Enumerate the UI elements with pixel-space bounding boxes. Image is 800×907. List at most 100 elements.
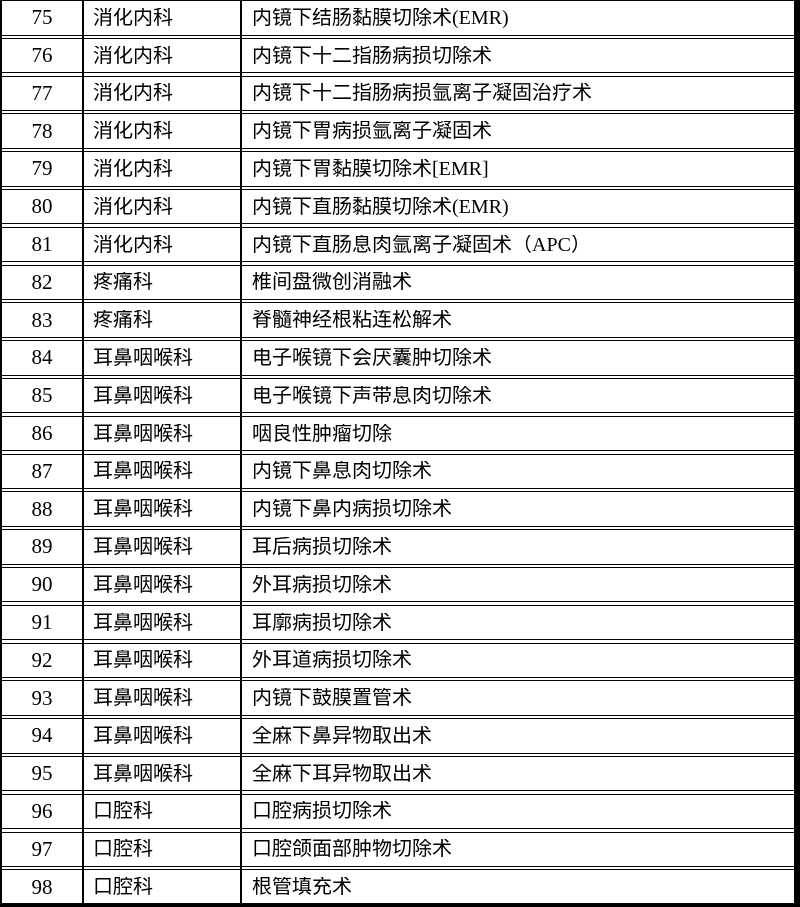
procedure-cell: 口腔颌面部肿物切除术 bbox=[252, 839, 452, 860]
procedure-cell: 内镜下胃黏膜切除术[EMR] bbox=[252, 158, 489, 179]
department-cell: 耳鼻咽喉科 bbox=[93, 574, 193, 595]
table-bottom-border bbox=[0, 902, 800, 907]
department-cell: 疼痛科 bbox=[93, 272, 153, 293]
procedure-cell: 咽良性肿瘤切除 bbox=[252, 423, 392, 444]
table-row: 90 耳鼻咽喉科 外耳病损切除术 bbox=[0, 566, 800, 603]
table-row: 87 耳鼻咽喉科 内镜下鼻息肉切除术 bbox=[0, 453, 800, 490]
table-row: 96 口腔科 口腔病损切除术 bbox=[0, 793, 800, 830]
row-number-cell: 80 bbox=[31, 196, 53, 218]
procedure-cell: 脊髓神经根粘连松解术 bbox=[252, 310, 452, 331]
department-cell: 耳鼻咽喉科 bbox=[93, 612, 193, 633]
department-cell: 消化内科 bbox=[93, 83, 173, 104]
department-cell: 消化内科 bbox=[93, 234, 173, 255]
department-cell: 消化内科 bbox=[93, 121, 173, 142]
procedure-cell: 内镜下十二指肠病损氩离子凝固治疗术 bbox=[252, 83, 592, 104]
department-cell: 耳鼻咽喉科 bbox=[93, 385, 193, 406]
table-row: 92 耳鼻咽喉科 外耳道病损切除术 bbox=[0, 642, 800, 679]
table-row: 97 口腔科 口腔颌面部肿物切除术 bbox=[0, 831, 800, 868]
column-divider-dept bbox=[240, 0, 243, 907]
department-cell: 消化内科 bbox=[93, 196, 173, 217]
row-number-cell: 95 bbox=[31, 763, 53, 785]
row-number-cell: 89 bbox=[31, 536, 53, 558]
row-number-cell: 81 bbox=[31, 234, 53, 256]
row-number-cell: 78 bbox=[31, 120, 53, 142]
procedure-cell: 内镜下直肠息肉氩离子凝固术（APC） bbox=[252, 234, 591, 255]
procedure-cell: 外耳病损切除术 bbox=[252, 574, 392, 595]
procedure-cell: 内镜下胃病损氩离子凝固术 bbox=[252, 121, 492, 142]
row-number-cell: 98 bbox=[31, 876, 53, 898]
column-divider-number bbox=[82, 0, 85, 907]
procedure-cell: 内镜下鼓膜置管术 bbox=[252, 688, 412, 709]
department-cell: 耳鼻咽喉科 bbox=[93, 763, 193, 784]
department-cell: 消化内科 bbox=[93, 7, 173, 28]
procedure-cell: 根管填充术 bbox=[252, 877, 352, 898]
procedure-cell: 内镜下直肠黏膜切除术(EMR) bbox=[252, 196, 509, 217]
department-cell: 耳鼻咽喉科 bbox=[93, 423, 193, 444]
department-cell: 耳鼻咽喉科 bbox=[93, 650, 193, 671]
department-cell: 口腔科 bbox=[93, 877, 153, 898]
table-row: 86 耳鼻咽喉科 咽良性肿瘤切除 bbox=[0, 415, 800, 452]
row-number-cell: 88 bbox=[31, 498, 53, 520]
table-row: 98 口腔科 根管填充术 bbox=[0, 869, 800, 905]
row-number-cell: 79 bbox=[31, 158, 53, 180]
department-cell: 耳鼻咽喉科 bbox=[93, 688, 193, 709]
table-row: 84 耳鼻咽喉科 电子喉镜下会厌囊肿切除术 bbox=[0, 340, 800, 376]
procedure-cell: 耳廓病损切除术 bbox=[252, 612, 392, 633]
table-row: 85 耳鼻咽喉科 电子喉镜下声带息肉切除术 bbox=[0, 377, 800, 414]
row-number-cell: 96 bbox=[31, 800, 53, 822]
row-number-cell: 76 bbox=[31, 45, 53, 67]
department-cell: 耳鼻咽喉科 bbox=[93, 536, 193, 557]
table-row: 79 消化内科 内镜下胃黏膜切除术[EMR] bbox=[0, 151, 800, 187]
procedure-cell: 内镜下结肠黏膜切除术(EMR) bbox=[252, 7, 509, 28]
row-number-cell: 83 bbox=[31, 309, 53, 331]
table-row: 94 耳鼻咽喉科 全麻下鼻异物取出术 bbox=[0, 718, 800, 754]
row-number-cell: 77 bbox=[31, 82, 53, 104]
procedure-cell: 口腔病损切除术 bbox=[252, 801, 392, 822]
row-number-cell: 93 bbox=[31, 687, 53, 709]
row-number-cell: 82 bbox=[31, 271, 53, 293]
table-row: 83 疼痛科 脊髓神经根粘连松解术 bbox=[0, 302, 800, 338]
table-left-border bbox=[0, 0, 2, 907]
table-row: 75 消化内科 内镜下结肠黏膜切除术(EMR) bbox=[0, 0, 800, 36]
procedure-cell: 内镜下十二指肠病损切除术 bbox=[252, 45, 492, 66]
table-row: 80 消化内科 内镜下直肠黏膜切除术(EMR) bbox=[0, 188, 800, 225]
department-cell: 消化内科 bbox=[93, 45, 173, 66]
department-cell: 消化内科 bbox=[93, 158, 173, 179]
table-row: 82 疼痛科 椎间盘微创消融术 bbox=[0, 264, 800, 301]
department-cell: 疼痛科 bbox=[93, 310, 153, 331]
row-number-cell: 86 bbox=[31, 423, 53, 445]
row-number-cell: 91 bbox=[31, 612, 53, 633]
table-row: 89 耳鼻咽喉科 耳后病损切除术 bbox=[0, 529, 800, 565]
table-row: 88 耳鼻咽喉科 内镜下鼻内病损切除术 bbox=[0, 491, 800, 527]
department-cell: 口腔科 bbox=[93, 801, 153, 822]
table-row: 93 耳鼻咽喉科 内镜下鼓膜置管术 bbox=[0, 680, 800, 716]
row-number-cell: 87 bbox=[31, 460, 53, 482]
row-number-cell: 90 bbox=[31, 574, 53, 596]
table-row: 78 消化内科 内镜下胃病损氩离子凝固术 bbox=[0, 113, 800, 149]
row-number-cell: 97 bbox=[31, 838, 53, 860]
table-row: 81 消化内科 内镜下直肠息肉氩离子凝固术（APC） bbox=[0, 226, 800, 263]
procedure-cell: 内镜下鼻息肉切除术 bbox=[252, 461, 432, 482]
procedure-cell: 外耳道病损切除术 bbox=[252, 650, 412, 671]
procedure-cell: 电子喉镜下声带息肉切除术 bbox=[252, 385, 492, 406]
row-number-cell: 92 bbox=[31, 649, 53, 671]
department-cell: 耳鼻咽喉科 bbox=[93, 499, 193, 520]
procedure-cell: 全麻下鼻异物取出术 bbox=[252, 725, 432, 746]
department-cell: 口腔科 bbox=[93, 839, 153, 860]
procedure-cell: 全麻下耳异物取出术 bbox=[252, 763, 432, 784]
row-number-cell: 94 bbox=[31, 725, 53, 747]
table-right-border bbox=[794, 0, 800, 907]
table-row: 77 消化内科 内镜下十二指肠病损氩离子凝固治疗术 bbox=[0, 75, 800, 112]
row-number-cell: 85 bbox=[31, 385, 53, 407]
row-number-cell: 75 bbox=[31, 7, 53, 29]
procedure-cell: 电子喉镜下会厌囊肿切除术 bbox=[252, 347, 492, 368]
department-cell: 耳鼻咽喉科 bbox=[93, 347, 193, 368]
table-row: 91 耳鼻咽喉科 耳廓病损切除术 bbox=[0, 604, 800, 641]
procedure-cell: 椎间盘微创消融术 bbox=[252, 272, 412, 293]
table-row: 76 消化内科 内镜下十二指肠病损切除术 bbox=[0, 37, 800, 74]
department-cell: 耳鼻咽喉科 bbox=[93, 725, 193, 746]
procedure-cell: 耳后病损切除术 bbox=[252, 536, 392, 557]
procedure-cell: 内镜下鼻内病损切除术 bbox=[252, 499, 452, 520]
